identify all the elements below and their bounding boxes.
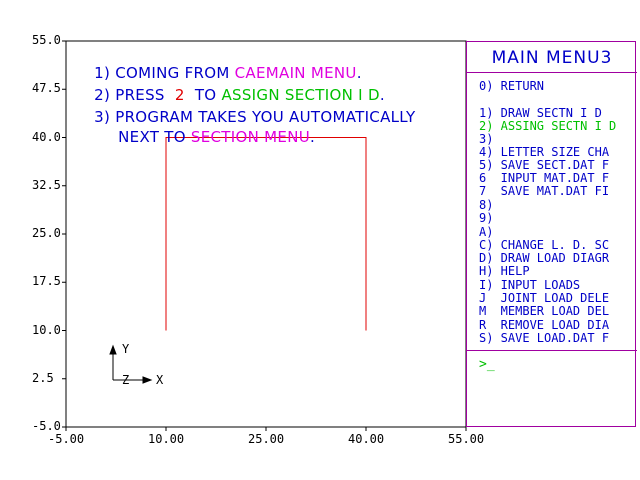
x-tick-label: 40.00 [348,432,385,446]
key-2-highlight: 2 [174,86,185,104]
menu-title: MAIN MENU3 [491,48,613,68]
assign-section-highlight: ASSIGN SECTION I D [221,86,380,104]
instruction-line-3: 3) PROGRAM TAKES YOU AUTOMATICALLY [94,108,416,126]
menu-item[interactable]: 3) [479,133,494,146]
y-tick-label: -5.0 [32,419,61,433]
y-tick-label: 10.0 [32,322,61,337]
x-tick-label: -5.00 [48,432,85,446]
menu-item[interactable]: M MEMBER LOAD DEL [479,305,610,318]
x-tick-label: 55.00 [448,432,485,446]
menu-item[interactable]: 8) [479,199,494,212]
menu-item[interactable]: 6 INPUT MAT.DAT F [479,172,610,185]
instruction-line-1: 1) COMING FROM CAEMAIN MENU. [94,64,362,82]
x-tick-label: 25.00 [248,432,285,446]
y-tick-label: 25.0 [32,226,61,240]
menu-prompt-divider [467,350,637,351]
triad-y-label: Y [122,342,130,356]
y-axis-ticks [62,40,66,428]
menu-item[interactable]: 4) LETTER SIZE CHA [479,146,610,159]
command-prompt[interactable]: >_ [479,357,495,372]
menu-item[interactable]: 2) ASSING SECTN I D [479,120,617,133]
instruction-line-2: 2) PRESS 2 TO ASSIGN SECTION I D. [94,86,385,104]
y-tick-label: 32.5 [32,177,61,192]
y-tick-label: 17.5 [32,274,61,289]
menu-item[interactable]: H) HELP [479,265,530,278]
menu-item[interactable]: I) INPUT LOADS [479,279,581,292]
main-menu-panel: MAIN MENU3 0) RETURN 1) DRAW SECTN I D 2) … [466,41,637,427]
menu-item[interactable]: A) [479,226,494,239]
y-tick-label: 40.0 [32,129,61,144]
menu-item[interactable]: S) SAVE LOAD.DAT F [479,332,610,345]
menu-item[interactable]: R REMOVE LOAD DIA [479,319,610,332]
menu-item[interactable]: J JOINT LOAD DELE [479,292,610,305]
x-tick-label: 10.00 [148,432,185,446]
menu-item[interactable]: 5) SAVE SECT.DAT F [479,159,610,172]
instruction-line-4: NEXT TO SECTION MENU. [118,128,316,146]
menu-item[interactable]: D) DRAW LOAD DIAGR [479,252,610,265]
menu-title-divider [467,72,637,73]
triad-x-label: X [156,373,164,387]
menu-item[interactable]: 9) [479,212,494,225]
caemain-menu-highlight: CAEMAIN MENU [234,64,357,82]
x-axis-ticks [65,427,467,431]
menu-item[interactable]: C) CHANGE L. D. SC [479,239,610,252]
triad-z-label: Z [122,373,130,387]
menu-item[interactable]: 7 SAVE MAT.DAT FI [479,185,610,198]
axis-triad-icon [109,344,153,384]
y-tick-label: 47.5 [32,81,61,96]
section-outline [165,137,367,331]
y-tick-label: 2.5 [32,370,54,385]
section-menu-highlight: SECTION MENU [190,128,310,146]
menu-item[interactable]: 0) RETURN [479,80,545,93]
menu-item[interactable]: 1) DRAW SECTN I D [479,107,602,120]
y-tick-label: 55.0 [32,33,61,47]
